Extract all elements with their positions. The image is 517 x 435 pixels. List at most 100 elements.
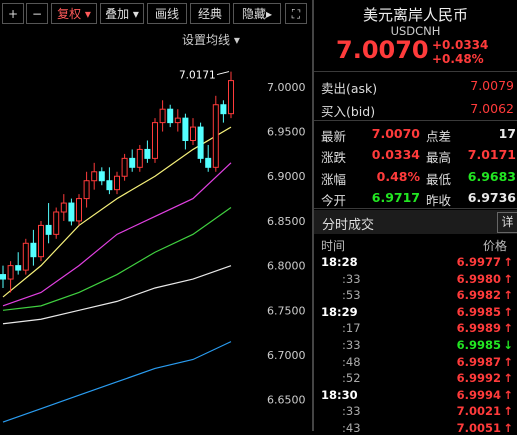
trade-time: :33 (342, 338, 361, 352)
time-header: 时间 (321, 239, 346, 253)
high-arrow (216, 71, 230, 76)
candle-body (205, 157, 212, 168)
quote-change-pct: +0.48% (432, 52, 484, 66)
candle-body (83, 180, 90, 200)
trade-price: 6.9989 (456, 321, 501, 336)
moving-average-line (2, 207, 232, 311)
ask-value: 7.0079 (470, 78, 514, 93)
candle-body (159, 108, 166, 124)
bid-value: 7.0062 (470, 101, 514, 116)
candle-body (68, 202, 75, 222)
candle-body (228, 80, 234, 115)
trade-arrow: ↑ (503, 288, 513, 303)
ma-setting[interactable]: 设置均线 ▾ (182, 33, 240, 47)
trades-header-band (314, 210, 517, 234)
trade-arrow: ↑ (503, 304, 513, 319)
trade-time: :33 (342, 271, 361, 286)
overlay-button[interactable]: 叠加 ▾ (100, 3, 144, 24)
quote-label: 涨跌 (321, 150, 347, 166)
candle-body (197, 126, 204, 159)
price-header: 价格 (482, 239, 507, 253)
quote-label: 最低 (426, 171, 452, 187)
fullscreen-button[interactable]: ⛶ (285, 3, 307, 24)
quote-name: 美元离岸人民币 (362, 6, 468, 24)
moving-average-line (2, 265, 232, 325)
classic-button[interactable]: 经典 (190, 3, 230, 24)
quote-label: 涨幅 (321, 171, 347, 187)
candle-body (30, 242, 37, 258)
y-tick-label: 6.9000 (267, 170, 306, 183)
trade-price: 6.9977 (456, 255, 501, 269)
quote-label: 昨收 (426, 192, 452, 208)
candle-body (167, 108, 174, 124)
candle-body (38, 224, 44, 258)
quote-value: 0.48% (376, 168, 420, 184)
draw-button[interactable]: 画线 (147, 3, 187, 24)
trade-price: 6.9987 (456, 354, 501, 369)
trade-price: 6.9980 (456, 271, 501, 286)
candle-body (7, 265, 14, 280)
candle-body (45, 224, 52, 235)
zoom-out-button[interactable]: − (26, 3, 48, 24)
candle-body (144, 148, 151, 159)
ask-label: 卖出(ask) (321, 81, 378, 96)
separator (314, 208, 517, 209)
candle-body (15, 265, 22, 271)
trade-price: 6.9985 (456, 338, 501, 352)
candle-body (212, 104, 219, 168)
quote-label: 点差 (426, 129, 452, 144)
candle-body (22, 242, 29, 271)
quote-value: 6.9683 (467, 168, 516, 184)
moving-average-line (2, 341, 232, 423)
high-annotation: 7.0171 (179, 70, 216, 82)
candle-body (60, 202, 67, 213)
candle-body (129, 157, 136, 168)
candle-body (76, 198, 82, 222)
trade-time: 18:30 (321, 387, 358, 402)
quote-code: USDCNH (390, 24, 441, 38)
trades-title: 分时成交 (322, 218, 375, 233)
y-tick-label: 6.8500 (267, 215, 306, 228)
candle-body (136, 148, 143, 168)
trade-price: 7.0021 (456, 404, 501, 419)
zoom-in-button[interactable]: + (2, 3, 24, 24)
quote-price: 7.0070 (336, 36, 429, 64)
candle-body (98, 171, 105, 182)
chart: 7.0000 6.9500 6.9000 6.8500 6.8000 6.7500 6.70… (0, 70, 306, 423)
candle-body (0, 274, 6, 280)
separator (314, 120, 517, 121)
divider (312, 0, 314, 431)
trade-price: 6.9982 (456, 288, 501, 303)
detail-button[interactable]: 详 (497, 212, 517, 233)
candle-body (220, 104, 227, 115)
hide-button[interactable]: 隐藏▸ (233, 3, 281, 24)
y-tick-label: 6.6500 (267, 394, 306, 407)
moving-average-line (2, 126, 232, 298)
trade-time: :33 (342, 404, 361, 419)
candle-body (114, 175, 120, 191)
y-tick-label: 6.7500 (267, 304, 306, 317)
bid-label: 买入(bid) (321, 104, 376, 119)
trade-arrow: ↑ (503, 255, 513, 269)
candle-body (106, 180, 113, 191)
quote-value: 7.0070 (371, 126, 420, 141)
trade-price: 6.9992 (456, 371, 501, 386)
fuquan-button[interactable]: 复权 ▾ (51, 3, 97, 24)
candle-body (53, 211, 60, 235)
trade-arrow: ↑ (503, 371, 513, 386)
candle-body (91, 171, 98, 182)
trade-time: 18:28 (321, 255, 358, 269)
trade-arrow: ↑ (503, 271, 513, 286)
trade-time: 18:29 (321, 304, 358, 319)
trade-arrow: ↑ (503, 421, 513, 435)
y-tick-label: 6.9500 (267, 126, 306, 139)
trade-time: :43 (342, 421, 361, 435)
y-tick-label: 6.8000 (267, 260, 306, 273)
y-tick-label: 6.7000 (267, 349, 306, 362)
quote-change: +0.0334 (432, 38, 489, 52)
trade-arrow: ↑ (503, 387, 513, 402)
quote-value: 7.0171 (467, 147, 516, 163)
candle-body (152, 122, 158, 159)
trade-time: :48 (342, 354, 361, 369)
